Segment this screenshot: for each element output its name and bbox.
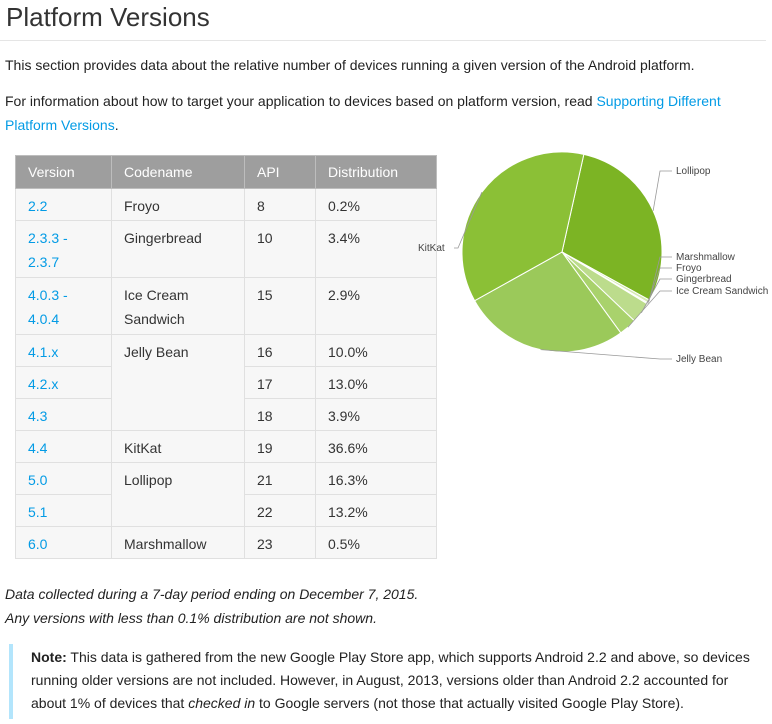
version-cell[interactable]: 5.1 — [15, 494, 112, 527]
pie-label: Ice Cream Sandwich — [676, 286, 768, 297]
pie-leader-line — [454, 192, 483, 249]
distribution-cell: 2.9% — [315, 277, 437, 335]
pie-label: Froyo — [676, 263, 702, 274]
page-title: Platform Versions — [6, 2, 210, 32]
version-link[interactable]: 4.0.4 — [28, 311, 60, 327]
version-link[interactable]: 6.0 — [28, 536, 48, 552]
api-cell: 15 — [244, 277, 316, 335]
api-cell: 23 — [244, 526, 316, 559]
table-row: 4.4 KitKat 19 36.6% — [15, 430, 437, 463]
version-link[interactable]: 2.2 — [28, 198, 48, 214]
note-text: Note: This data is gathered from the new… — [31, 646, 767, 715]
distribution-cell: 0.2% — [315, 188, 437, 221]
pie-label: Gingerbread — [676, 274, 732, 285]
pie-leader-line — [540, 349, 672, 360]
api-cell: 21 — [244, 462, 316, 495]
distribution-cell: 0.5% — [315, 526, 437, 559]
header-version: Version — [15, 155, 112, 189]
versions-table: Version Codename API Distribution 2.2 Fr… — [15, 155, 437, 559]
note-label: Note: — [31, 649, 67, 665]
table-row: 2.2 Froyo 8 0.2% — [15, 188, 437, 221]
version-link[interactable]: 5.0 — [28, 472, 48, 488]
pie-label: Marshmallow — [676, 252, 736, 263]
pie-leader-line — [647, 267, 672, 304]
note-callout: Note: This data is gathered from the new… — [9, 644, 765, 719]
data-notes: Data collected during a 7-day period end… — [5, 582, 418, 630]
distribution-cell: 3.4% — [315, 220, 437, 278]
info-end: . — [114, 117, 119, 133]
codename-cell: Ice Cream Sandwich — [111, 277, 245, 335]
version-cell[interactable]: 2.2 — [15, 188, 112, 221]
codename-cell: Marshmallow — [111, 526, 245, 559]
distribution-cell: 13.2% — [315, 494, 437, 527]
pie-slice-lollipop — [561, 153, 663, 301]
info-text: For information about how to target your… — [5, 93, 597, 109]
info-paragraph: For information about how to target your… — [5, 89, 765, 137]
note-body: This data is gathered from the new Googl… — [31, 649, 750, 711]
header-api: API — [244, 155, 316, 189]
pie-leader-line — [641, 278, 672, 313]
data-note-line: Any versions with less than 0.1% distrib… — [5, 610, 377, 626]
pie-leader-line — [648, 256, 672, 302]
pie-label: Lollipop — [676, 166, 711, 177]
header-distribution: Distribution — [315, 155, 437, 189]
version-link[interactable]: 2.3.3 - — [28, 230, 68, 246]
table-header-row: Version Codename API Distribution — [15, 155, 437, 189]
table-row: 4.3 18 3.9% — [15, 398, 437, 431]
api-cell: 19 — [244, 430, 316, 463]
api-cell: 17 — [244, 366, 316, 399]
api-cell: 10 — [244, 220, 316, 278]
version-cell[interactable]: 5.0 — [15, 462, 112, 495]
distribution-cell: 16.3% — [315, 462, 437, 495]
version-link[interactable]: 4.0.3 - — [28, 287, 68, 303]
version-cell[interactable]: 4.3 — [15, 398, 112, 431]
pie-slice-kitkat — [461, 151, 585, 302]
table-row: 2.3.3 - 2.3.7 Gingerbread 10 3.4% — [15, 220, 437, 278]
header-codename: Codename — [111, 155, 245, 189]
version-link[interactable]: 4.1.x — [28, 344, 59, 360]
version-link[interactable]: 4.4 — [28, 440, 48, 456]
version-link[interactable]: 4.3 — [28, 408, 48, 424]
api-cell: 18 — [244, 398, 316, 431]
table-row: 4.0.3 - 4.0.4 Ice Cream Sandwich 15 2.9% — [15, 277, 437, 335]
pie-leader-line — [627, 290, 672, 328]
note-body-end: to Google servers (not those that actual… — [255, 695, 684, 711]
codename-cell: Gingerbread — [111, 220, 245, 278]
pie-label: Jelly Bean — [676, 354, 722, 365]
codename-cell: Lollipop — [111, 462, 245, 527]
note-emphasis: checked in — [188, 695, 256, 711]
version-link[interactable]: 4.2.x — [28, 376, 59, 392]
data-note-line: Data collected during a 7-day period end… — [5, 586, 419, 602]
table-row: 5.0 Lollipop 21 16.3% — [15, 462, 437, 527]
table-row: 4.1.x Jelly Bean 16 10.0% — [15, 334, 437, 431]
codename-cell: Froyo — [111, 188, 245, 221]
table-row: 5.1 22 13.2% — [15, 494, 437, 527]
codename-line: Sandwich — [124, 311, 185, 327]
version-cell[interactable]: 6.0 — [15, 526, 112, 559]
pie-leader-line — [652, 170, 672, 211]
codename-cell: Jelly Bean — [111, 334, 245, 431]
pie-label: KitKat — [418, 243, 445, 254]
intro-paragraph: This section provides data about the rel… — [5, 57, 695, 73]
version-cell[interactable]: 4.1.x — [15, 334, 112, 367]
version-link[interactable]: 5.1 — [28, 504, 48, 520]
version-cell[interactable]: 2.3.3 - 2.3.7 — [15, 220, 112, 278]
distribution-cell: 36.6% — [315, 430, 437, 463]
supporting-versions-link[interactable]: Supporting Different Platform Versions — [5, 93, 721, 133]
table-row: 6.0 Marshmallow 23 0.5% — [15, 526, 437, 559]
version-cell[interactable]: 4.0.3 - 4.0.4 — [15, 277, 112, 335]
version-cell[interactable]: 4.4 — [15, 430, 112, 463]
api-cell: 8 — [244, 188, 316, 221]
api-cell: 16 — [244, 334, 316, 367]
codename-line: Ice Cream — [124, 287, 189, 303]
version-cell[interactable]: 4.2.x — [15, 366, 112, 399]
distribution-cell: 3.9% — [315, 398, 437, 431]
codename-cell: KitKat — [111, 430, 245, 463]
version-link[interactable]: 2.3.7 — [28, 254, 60, 270]
distribution-cell: 10.0% — [315, 334, 437, 367]
api-cell: 22 — [244, 494, 316, 527]
title-divider — [0, 40, 766, 41]
